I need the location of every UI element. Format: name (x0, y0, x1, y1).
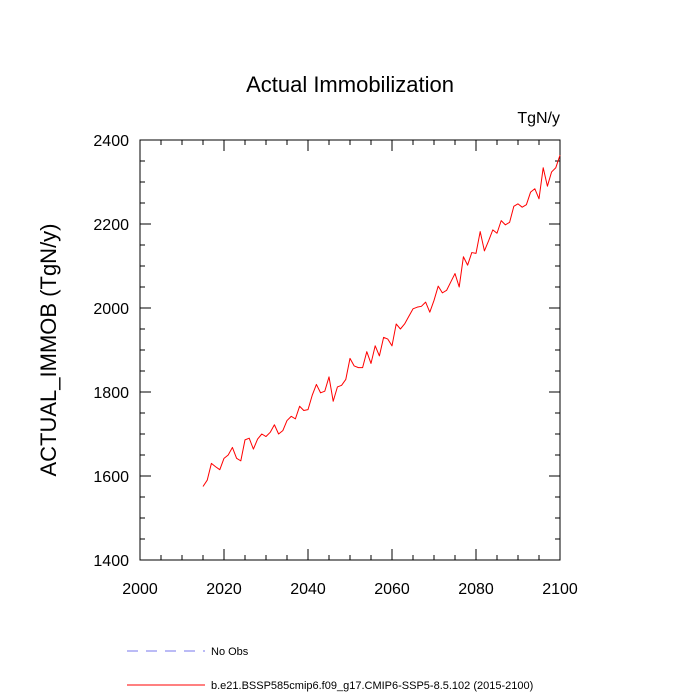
axis-ticks (139, 139, 561, 561)
series-lines (202, 154, 561, 487)
y-tick-label: 2000 (93, 301, 129, 318)
plot-frame (139, 139, 561, 561)
x-tick-label: 2040 (290, 581, 326, 598)
x-tick-label: 2020 (206, 581, 242, 598)
x-tick-labels: 2000 2020 2040 2060 2080 2100 (122, 581, 578, 598)
x-tick-label: 2060 (374, 581, 410, 598)
units-label: TgN/y (517, 110, 560, 127)
y-tick-labels: 1400 1600 1800 2000 2200 2400 (93, 133, 129, 570)
y-tick-label: 2200 (93, 217, 129, 234)
x-tick-label: 2100 (542, 581, 578, 598)
x-tick-label: 2080 (458, 581, 494, 598)
x-tick-label: 2000 (122, 581, 158, 598)
legend-label-model: b.e21.BSSP585cmip6.f09_g17.CMIP6-SSP5-8.… (211, 680, 533, 692)
chart-title: Actual Immobilization (246, 72, 454, 97)
y-tick-label: 2400 (93, 133, 129, 150)
y-axis-label: ACTUAL_IMMOB (TgN/y) (36, 223, 61, 476)
y-tick-label: 1600 (93, 469, 129, 486)
legend: No Obs b.e21.BSSP585cmip6.f09_g17.CMIP6-… (127, 646, 533, 692)
legend-label-no-obs: No Obs (211, 646, 249, 658)
y-tick-label: 1800 (93, 385, 129, 402)
series-line-0 (202, 154, 561, 487)
y-tick-label: 1400 (93, 553, 129, 570)
